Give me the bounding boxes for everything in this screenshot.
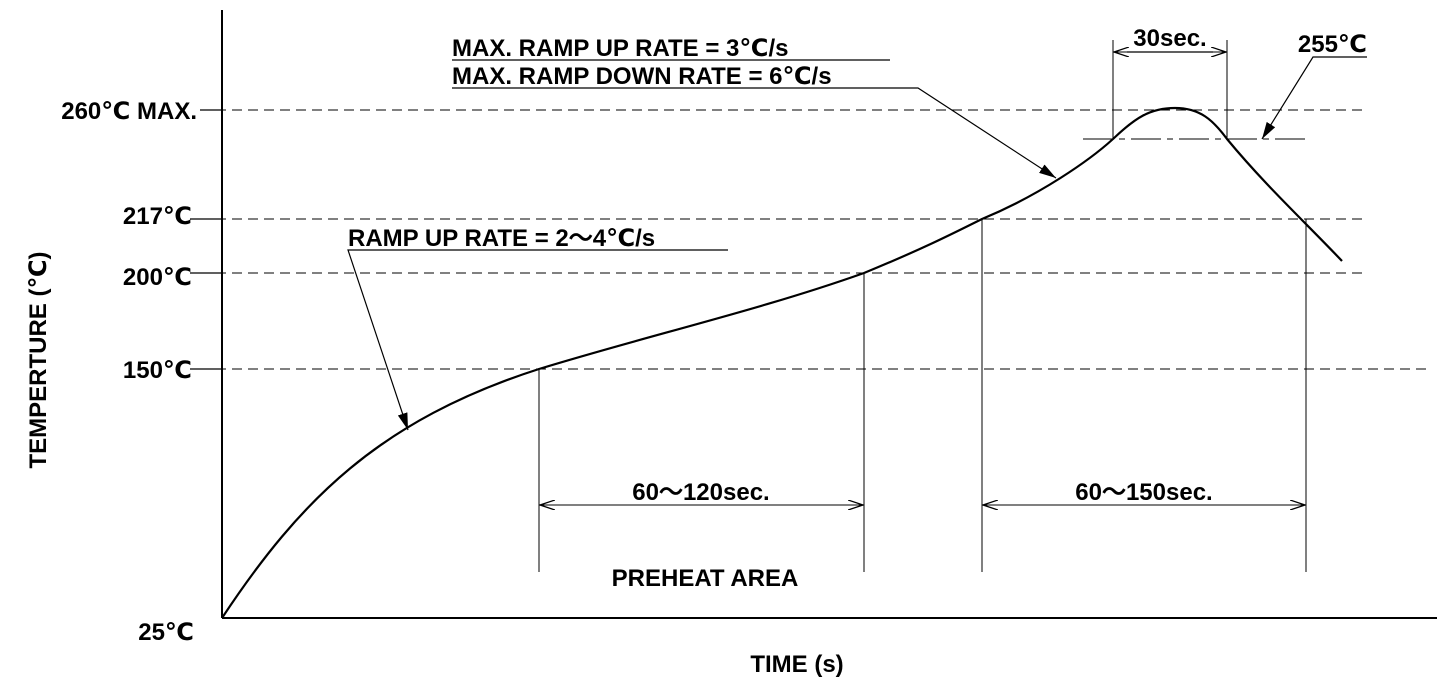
annotation-max-ramp-up: MAX. RAMP UP RATE = 3℃/s (452, 35, 788, 62)
temperature-profile-curve (221, 106, 1343, 619)
label-temp-25: 25℃ (138, 619, 194, 646)
annotation-ramp-up: RAMP UP RATE = 2〜4℃/s (348, 225, 655, 252)
annotation-preheat-time: 60〜120sec. (632, 479, 769, 506)
annotation-peak-temp: 255℃ (1298, 31, 1367, 58)
annotation-peak-window: 30sec. (1133, 25, 1206, 52)
y-axis-label: TEMPERTURE (℃) (25, 251, 52, 468)
leader-ramp-up (347, 249, 728, 431)
annotation-max-ramp-down: MAX. RAMP DOWN RATE = 6℃/s (452, 63, 832, 90)
annotation-reflow-time: 60〜150sec. (1075, 479, 1212, 506)
leader-max-ramp (452, 87, 1057, 179)
label-temp-150: 150℃ (123, 357, 192, 384)
x-axis-label: TIME (s) (750, 651, 843, 678)
leader-255 (1261, 56, 1367, 140)
label-temp-217: 217℃ (123, 203, 192, 230)
annotation-preheat-area: PREHEAT AREA (612, 565, 799, 592)
label-temp-200: 200℃ (123, 264, 192, 291)
label-temp-260: 260℃ MAX. (61, 98, 197, 125)
